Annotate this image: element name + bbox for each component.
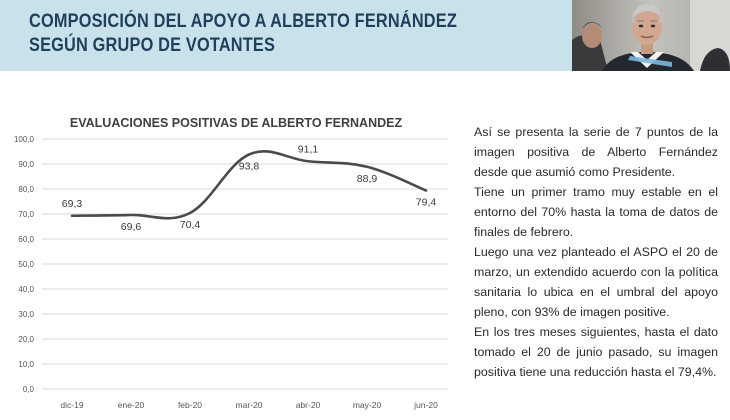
y-tick-label: 20,0	[18, 335, 34, 344]
data-label: 93,8	[239, 161, 260, 173]
data-label: 69,6	[121, 221, 142, 233]
data-label: 70,4	[180, 219, 201, 231]
y-tick-label: 90,0	[18, 160, 34, 169]
y-tick-label: 60,0	[18, 235, 34, 244]
x-tick-label: ene-20	[118, 400, 145, 410]
y-tick-label: 0,0	[23, 385, 35, 394]
analysis-text: Así se presenta la serie de 7 puntos de …	[474, 122, 718, 382]
header-banner: COMPOSICIÓN DEL APOYO A ALBERTO FERNÁNDE…	[0, 0, 730, 71]
president-photo-image	[572, 0, 730, 71]
data-label: 88,9	[357, 173, 378, 185]
x-tick-label: abr-20	[296, 400, 321, 410]
series-line	[70, 150, 428, 220]
x-tick-label: may-20	[353, 400, 382, 410]
y-tick-label: 100,0	[14, 135, 35, 144]
analysis-paragraph-2: Tiene un primer tramo muy estable en el …	[474, 185, 718, 239]
page-title-line-2: SEGÚN GRUPO DE VOTANTES	[29, 35, 276, 56]
y-tick-label: 80,0	[18, 185, 34, 194]
x-tick-label: dic-19	[60, 400, 83, 410]
data-label: 69,3	[62, 198, 83, 210]
y-tick-label: 70,0	[18, 210, 34, 219]
analysis-paragraph-4: En los tres meses siguientes, hasta el d…	[474, 325, 718, 379]
page-title: COMPOSICIÓN DEL APOYO A ALBERTO FERNÁNDE…	[29, 10, 476, 58]
analysis-paragraph-3: Luego una vez planteado el ASPO el 20 de…	[474, 245, 718, 319]
chart-title: EVALUACIONES POSITIVAS DE ALBERTO FERNAN…	[70, 116, 403, 130]
analysis-paragraph-1: Así se presenta la serie de 7 puntos de …	[474, 125, 718, 179]
y-tick-label: 30,0	[18, 310, 34, 319]
x-tick-label: feb-20	[178, 400, 202, 410]
y-tick-label: 40,0	[18, 285, 34, 294]
chart-panel: EVALUACIONES POSITIVAS DE ALBERTO FERNAN…	[0, 71, 460, 420]
data-label: 91,1	[298, 143, 319, 155]
y-tick-label: 10,0	[18, 360, 34, 369]
x-tick-label: jun-20	[413, 400, 438, 410]
data-label: 79,4	[416, 197, 437, 209]
page-title-line-1: COMPOSICIÓN DEL APOYO A ALBERTO FERNÁNDE…	[29, 11, 457, 32]
line-chart: EVALUACIONES POSITIVAS DE ALBERTO FERNAN…	[14, 116, 448, 410]
y-tick-label: 50,0	[18, 260, 34, 269]
president-photo	[572, 0, 730, 71]
x-tick-label: mar-20	[236, 400, 263, 410]
